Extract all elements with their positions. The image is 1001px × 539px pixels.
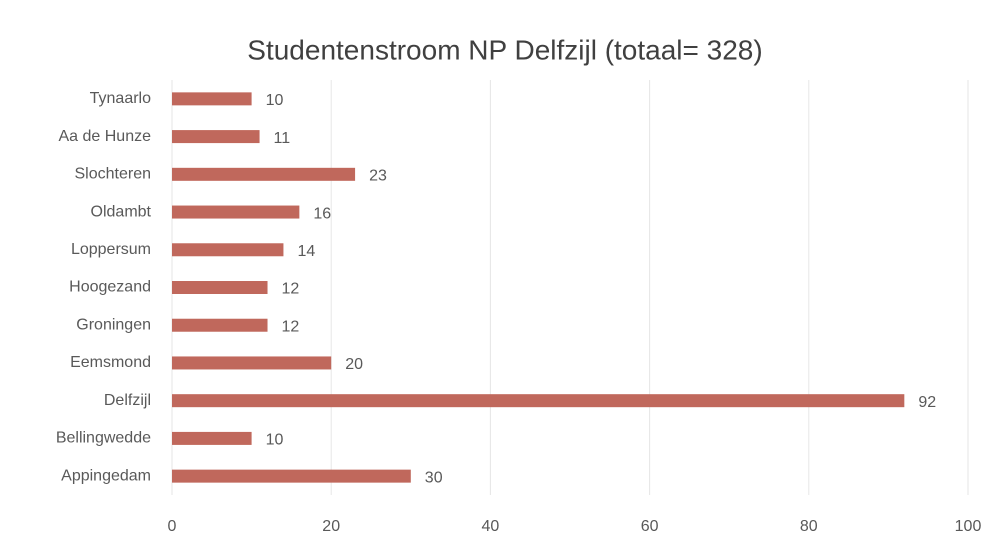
- y-tick-label: Eemsmond: [70, 354, 151, 371]
- y-tick-label: Oldambt: [91, 203, 152, 220]
- y-tick-label: Groningen: [76, 316, 151, 333]
- bar: [172, 469, 411, 483]
- y-tick-label: Loppersum: [71, 241, 151, 258]
- data-label: 11: [274, 130, 291, 147]
- bar: [172, 130, 260, 144]
- bar: [172, 281, 268, 294]
- y-tick-label: Delfzijl: [104, 392, 151, 409]
- x-tick-label: 100: [955, 518, 982, 535]
- bar: [172, 394, 905, 408]
- y-tick-label: Slochteren: [75, 166, 152, 183]
- x-tick-label: 60: [641, 518, 659, 535]
- x-tick-label: 0: [168, 518, 177, 535]
- bar: [172, 167, 356, 181]
- bar: [172, 243, 284, 257]
- bar: [172, 92, 252, 106]
- x-tick-label: 40: [482, 518, 500, 535]
- chart-title: Studentenstroom NP Delfzijl (totaal= 328…: [247, 34, 762, 65]
- data-label: 10: [266, 432, 284, 449]
- y-tick-label: Aa de Hunze: [58, 128, 151, 145]
- x-tick-label: 80: [800, 518, 818, 535]
- data-label: 12: [282, 281, 300, 298]
- data-label: 92: [918, 394, 936, 411]
- y-tick-label: Tynaarlo: [90, 90, 151, 107]
- data-label: 16: [313, 205, 331, 222]
- data-label: 20: [345, 356, 363, 373]
- data-label: 10: [266, 92, 284, 109]
- bar: [172, 205, 300, 219]
- data-label: 30: [425, 469, 443, 486]
- x-tick-label: 20: [322, 518, 340, 535]
- y-tick-label: Appingedam: [61, 467, 151, 484]
- y-tick-label: Hoogezand: [69, 279, 151, 296]
- data-label: 23: [369, 168, 387, 185]
- bar: [172, 431, 252, 445]
- y-tick-label: Bellingwedde: [56, 430, 151, 447]
- data-label: 14: [297, 243, 315, 260]
- data-label: 12: [282, 318, 300, 335]
- bar: [172, 356, 332, 370]
- bar: [172, 318, 268, 332]
